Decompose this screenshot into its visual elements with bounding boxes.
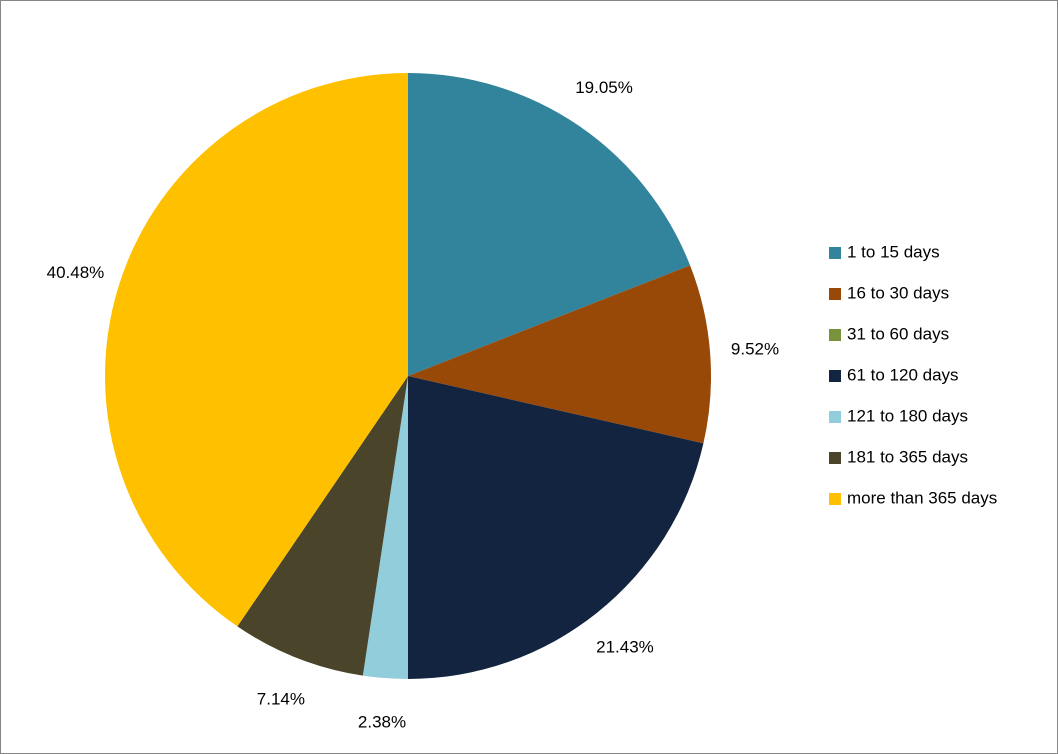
legend-marker bbox=[829, 288, 841, 300]
pie-slice bbox=[408, 265, 711, 444]
data-label: 40.48% bbox=[47, 263, 105, 282]
pie-slice bbox=[237, 376, 408, 676]
legend-label: 61 to 120 days bbox=[847, 365, 959, 384]
pie-slice bbox=[105, 73, 409, 627]
legend-marker bbox=[829, 411, 841, 423]
data-label: 2.38% bbox=[358, 713, 406, 732]
data-label: 9.52% bbox=[731, 339, 779, 358]
legend-label: 181 to 365 days bbox=[847, 447, 968, 466]
legend-label: 16 to 30 days bbox=[847, 283, 949, 302]
legend-label: 31 to 60 days bbox=[847, 324, 949, 343]
legend-label: more than 365 days bbox=[847, 488, 997, 507]
legend-marker bbox=[829, 370, 841, 382]
legend-marker bbox=[829, 452, 841, 464]
legend-marker bbox=[829, 247, 841, 259]
legend-label: 1 to 15 days bbox=[847, 242, 940, 261]
pie-slice bbox=[408, 73, 691, 376]
pie-slice bbox=[362, 376, 408, 679]
legend-label: 121 to 180 days bbox=[847, 406, 968, 425]
legend-marker bbox=[829, 493, 841, 505]
data-label: 7.14% bbox=[257, 689, 305, 708]
data-label: 21.43% bbox=[596, 638, 654, 657]
data-label: 19.05% bbox=[575, 78, 633, 97]
pie-slice bbox=[408, 376, 704, 679]
legend-marker bbox=[829, 329, 841, 341]
